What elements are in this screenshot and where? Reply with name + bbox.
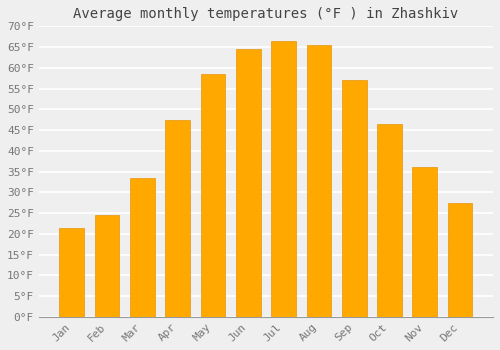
Bar (412, 167, 437, 317)
Bar (342, 80, 366, 317)
Bar (271, 41, 296, 317)
Title: Average monthly temperatures (°F ) in Zhashkiv: Average monthly temperatures (°F ) in Zh… (74, 7, 458, 21)
Bar (60, 228, 84, 317)
Bar (306, 45, 331, 317)
Bar (377, 124, 402, 317)
Bar (200, 74, 226, 317)
Bar (94, 215, 120, 317)
Bar (448, 203, 472, 317)
Bar (130, 178, 155, 317)
Bar (236, 49, 260, 317)
Bar (166, 120, 190, 317)
